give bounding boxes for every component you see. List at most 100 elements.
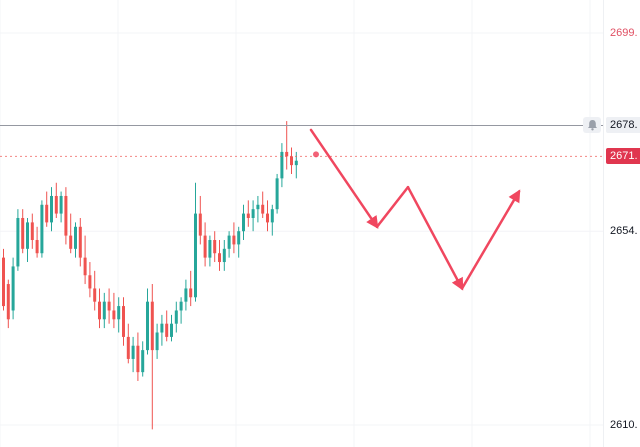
price-lines-layer [0, 124, 603, 157]
candle [11, 257, 15, 320]
projection-arrow-segment [460, 189, 521, 290]
candle [290, 147, 293, 174]
candle [45, 191, 49, 227]
candle [141, 341, 145, 377]
candle [88, 262, 92, 298]
candle-body [285, 151, 289, 157]
candle-body [78, 226, 82, 258]
candle-body [218, 253, 221, 263]
candle-body [74, 226, 77, 249]
candle [270, 204, 274, 236]
candle-body [69, 235, 73, 249]
candle [203, 222, 207, 267]
candle-body [184, 288, 188, 302]
candle [256, 195, 260, 223]
candle [213, 231, 217, 263]
projection-arrow-segment [406, 185, 464, 291]
candle [275, 173, 279, 214]
candle [78, 217, 82, 267]
candle-body [40, 204, 44, 254]
candle-body [83, 257, 87, 276]
candle [222, 240, 226, 271]
grid-layer [0, 0, 603, 447]
candle-body [88, 275, 92, 289]
chart-area[interactable] [0, 0, 603, 447]
candle-body [112, 310, 116, 320]
price-axis[interactable]: 2699. 2654. 2610. 2678. 2671. [603, 0, 640, 447]
candle-body [126, 336, 130, 359]
candle-body [45, 204, 49, 223]
candle-body [165, 323, 169, 337]
alert-bell-icon[interactable] [583, 117, 601, 134]
candle-body [21, 217, 25, 249]
candle-body [2, 257, 5, 307]
candle-body [107, 301, 111, 311]
candle [102, 292, 106, 329]
candle [59, 191, 63, 223]
candle [227, 231, 231, 258]
candle [184, 279, 188, 311]
candle [285, 121, 289, 170]
candle [126, 323, 130, 364]
candle-body [203, 235, 207, 258]
candle [6, 279, 10, 329]
candle-body [266, 213, 269, 223]
candle-body [280, 151, 284, 179]
candle [136, 332, 140, 381]
candle [155, 323, 159, 359]
candle [26, 217, 29, 263]
candle [83, 235, 87, 285]
candle [251, 200, 255, 232]
candle-body [16, 217, 20, 267]
candle [98, 288, 101, 329]
candle [179, 297, 183, 324]
candle [69, 213, 73, 254]
bell-icon [587, 120, 597, 131]
candle [16, 209, 20, 271]
candle-body [242, 213, 245, 232]
candle-body [64, 195, 68, 236]
candle-body [251, 209, 255, 218]
candle [2, 248, 5, 311]
candle-body [275, 178, 279, 210]
candle [122, 297, 125, 346]
candle-body [194, 213, 197, 298]
candle-body [232, 235, 236, 245]
candle [131, 336, 135, 373]
candle [242, 204, 245, 241]
candlestick-chart[interactable] [0, 0, 603, 447]
candle-body [155, 332, 159, 351]
candle-body [256, 204, 260, 210]
candle-body [174, 310, 178, 324]
candle-body [261, 204, 265, 214]
candle-body [35, 240, 39, 254]
candle [208, 235, 212, 267]
candle [35, 226, 39, 258]
candle [64, 187, 68, 245]
candle-body [50, 195, 53, 223]
candle [189, 270, 193, 307]
candles-layer [2, 121, 298, 430]
candle-body [270, 209, 274, 223]
candle [40, 200, 44, 258]
crosshair-price-tag: 2678. [606, 117, 640, 134]
candle-body [160, 323, 164, 333]
candle-body [213, 240, 217, 254]
candle [266, 200, 269, 232]
candle-body [136, 345, 140, 373]
candle [165, 310, 169, 342]
candle [237, 226, 241, 258]
candle-body [30, 222, 34, 241]
candle-body [170, 323, 173, 337]
candle-body [6, 284, 10, 320]
price-tick-label: 2699. [610, 27, 638, 39]
candle [218, 240, 221, 271]
candle [170, 314, 173, 342]
candle-body [141, 350, 145, 373]
current-price-marker [313, 151, 319, 158]
candle [280, 143, 284, 188]
candle-body [198, 213, 202, 236]
candle-body [208, 240, 212, 258]
candle-body [294, 160, 298, 166]
candle [194, 182, 197, 302]
